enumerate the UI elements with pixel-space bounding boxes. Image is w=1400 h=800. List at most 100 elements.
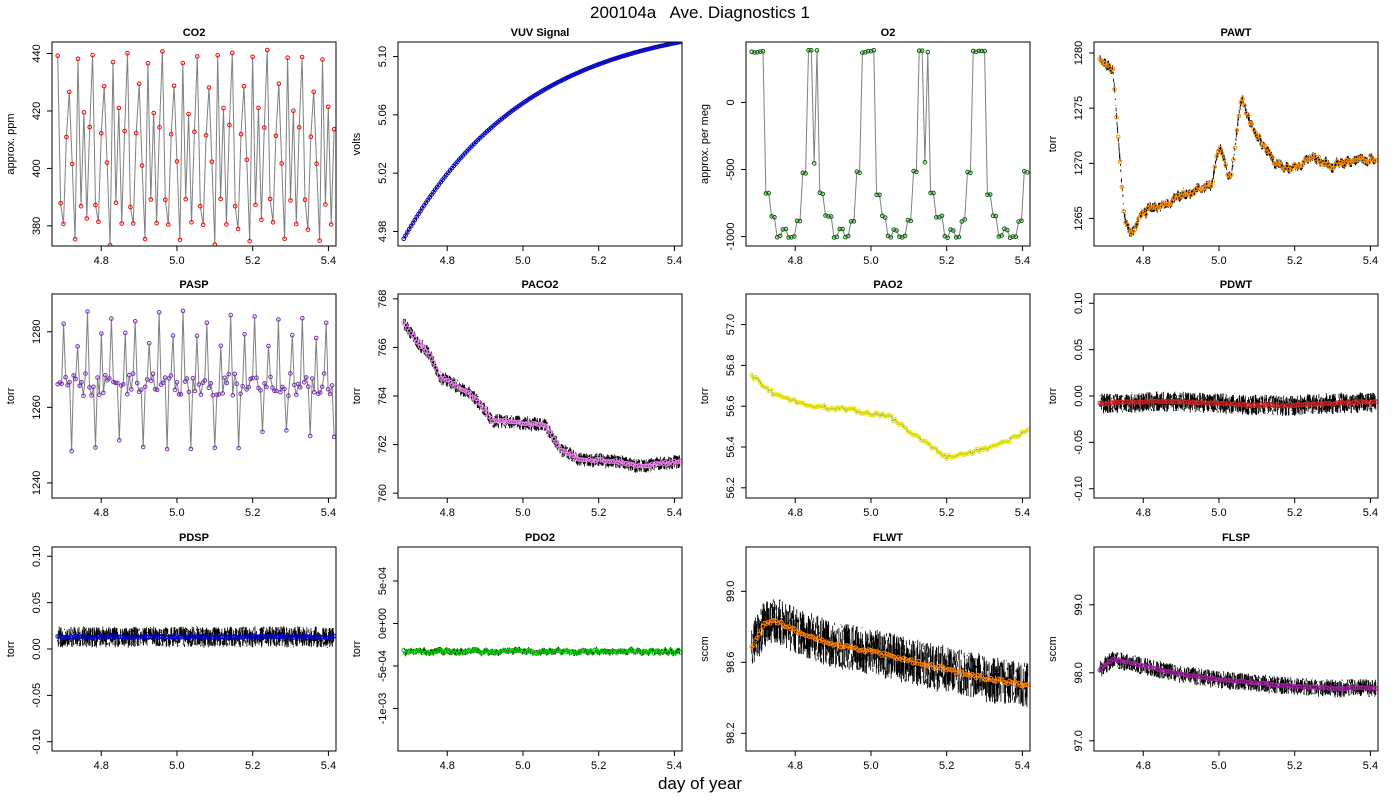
data-point (858, 648, 864, 653)
data-point (848, 406, 853, 412)
data-point (674, 460, 679, 465)
data-point (977, 674, 983, 679)
data-point (238, 131, 244, 137)
data-point (209, 159, 215, 164)
data-point (991, 443, 997, 448)
data-point (431, 360, 436, 365)
data-point (85, 309, 90, 314)
data-point (516, 647, 521, 653)
data-point (809, 48, 814, 53)
data-point (256, 105, 261, 111)
data-point (198, 392, 204, 397)
data-point (242, 332, 247, 337)
data-point (1307, 156, 1312, 161)
data-point (945, 235, 950, 241)
data-point (897, 234, 902, 240)
data-point (128, 204, 133, 210)
data-point (792, 234, 797, 239)
data-point (899, 421, 904, 427)
plot-frame (397, 546, 683, 752)
y-tick-label: 97.0 (1073, 730, 1085, 751)
data-point (282, 386, 287, 392)
data-point (1266, 148, 1271, 153)
y-tick-label: 0.05 (1073, 339, 1085, 360)
x-tick-label: 4.8 (788, 507, 803, 519)
x-tick-label: 5.2 (1287, 255, 1302, 267)
data-point (1269, 154, 1275, 160)
chart-panel-pdwt: PDWT torr 4.8 5.0 5.2 5.4 -0.10 -0.05 0.00 0.05 0.… (1047, 279, 1379, 519)
data-point (920, 438, 926, 444)
data-point (325, 386, 331, 392)
data-point (970, 48, 976, 54)
data-point (1143, 211, 1149, 217)
data-point (121, 382, 126, 387)
data-point (61, 221, 66, 227)
data-point (1238, 100, 1243, 105)
data-point (756, 631, 762, 637)
data-point (320, 57, 325, 62)
data-point (218, 343, 224, 349)
data-point (826, 214, 831, 219)
data-point (939, 213, 945, 219)
y-tick-label: 56.4 (725, 436, 737, 457)
data-point (935, 450, 941, 455)
data-point (180, 308, 186, 314)
y-tick-label: -5e-04 (377, 650, 389, 682)
data-point (1284, 163, 1290, 169)
data-point (764, 385, 770, 390)
data-point (125, 391, 130, 397)
data-point (104, 160, 110, 165)
data-point (177, 237, 183, 243)
data-point (483, 648, 488, 653)
data-point (1132, 227, 1138, 232)
data-point (305, 384, 311, 389)
x-tick-label: 5.0 (515, 255, 530, 267)
x-tick-label: 5.0 (515, 760, 530, 772)
data-point (473, 396, 479, 402)
chart-panel-pao2: PAO2 torr 4.8 5.0 5.2 5.4 56.2 56.4 56.6 56.8 57.0 (699, 279, 1031, 519)
data-point (232, 203, 238, 209)
figure-title: 200104a Ave. Diagnostics 1 (590, 3, 810, 22)
y-tick-label: 762 (377, 435, 389, 453)
data-point (240, 383, 245, 389)
y-tick-label: -1e-03 (377, 693, 389, 725)
data-point (749, 49, 754, 54)
data-point (176, 391, 182, 397)
data-point (910, 432, 915, 437)
y-tick-label: 1240 (31, 471, 43, 495)
data-point (790, 397, 795, 402)
data-point (236, 445, 241, 451)
y-axis-label: volts (351, 132, 363, 155)
y-axis-label: torr (351, 387, 363, 404)
data-point (317, 238, 322, 243)
data-point (908, 657, 914, 662)
chart-panel-o2: O2 approx. per meg 4.8 5.0 5.2 5.4 -1000 -500 0 (699, 27, 1031, 267)
data-point (970, 451, 975, 457)
data-point (956, 234, 962, 240)
data-point (166, 222, 171, 227)
series-line (751, 374, 1029, 460)
y-tick-label: 0.00 (1073, 385, 1085, 406)
y-tick-label: 440 (31, 44, 43, 62)
x-tick-label: 4.8 (788, 255, 803, 267)
data-point (1119, 184, 1125, 190)
y-tick-label: 0e+00 (377, 608, 389, 639)
data-point (192, 129, 197, 135)
data-point (1140, 399, 1145, 405)
data-point (934, 215, 939, 220)
data-point (160, 49, 165, 54)
data-point (766, 190, 772, 196)
data-point (824, 406, 829, 412)
data-point (1005, 227, 1010, 233)
y-axis-label: approx. per meg (699, 104, 711, 184)
data-point (134, 380, 140, 386)
data-point (133, 130, 139, 136)
data-point (758, 628, 764, 633)
data-point (259, 217, 264, 222)
x-tick-label: 5.2 (1287, 507, 1302, 519)
data-point (1214, 153, 1219, 159)
data-point (154, 387, 160, 393)
data-point (839, 404, 844, 410)
data-point (1012, 433, 1018, 439)
data-point (171, 83, 177, 89)
